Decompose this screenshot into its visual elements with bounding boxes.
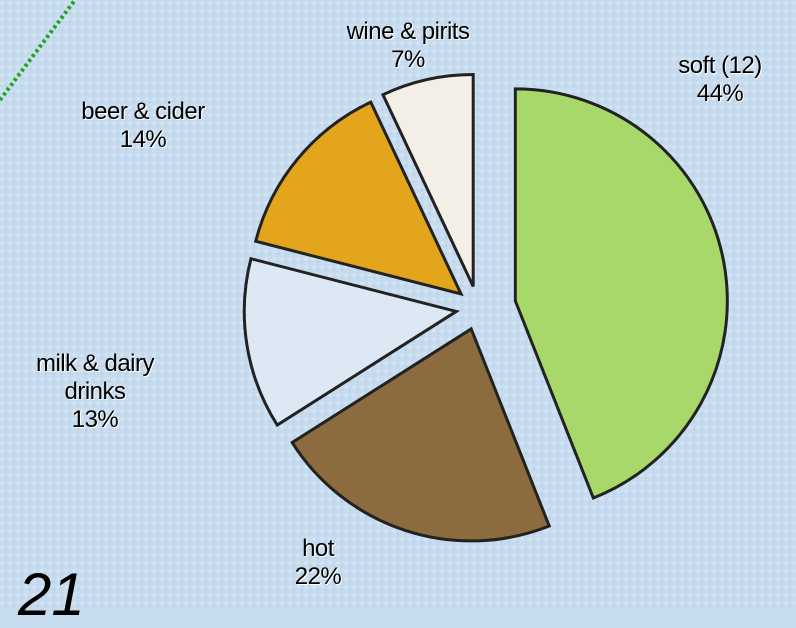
slice-label: beer & cider 14% — [43, 98, 243, 154]
category-label: beer & cider — [81, 98, 205, 125]
category-label: soft (12) — [678, 52, 762, 79]
page-number: 21 — [18, 561, 85, 628]
pie-slice — [513, 87, 729, 500]
decor-line — [0, 0, 77, 102]
category-label: hot — [302, 535, 334, 562]
slice-label: soft (12) 44% — [620, 52, 796, 108]
pie-slice — [242, 256, 461, 428]
value-label: 7% — [391, 46, 425, 73]
slice-label: wine & pirits 7% — [308, 18, 508, 74]
pie-slice — [290, 326, 552, 543]
pie-slice — [380, 73, 475, 288]
value-label: 44% — [696, 80, 744, 107]
category-label: wine & pirits — [346, 18, 470, 45]
value-label: 22% — [294, 563, 342, 590]
slice-label: milk & dairy drinks 13% — [25, 350, 165, 434]
pie-slice — [253, 100, 464, 297]
chart — [0, 0, 796, 608]
pie — [242, 73, 729, 543]
category-label: milk & dairy drinks — [35, 350, 155, 405]
value-label: 13% — [71, 406, 119, 433]
slice-label: hot 22% — [218, 535, 418, 591]
value-label: 14% — [119, 126, 167, 153]
